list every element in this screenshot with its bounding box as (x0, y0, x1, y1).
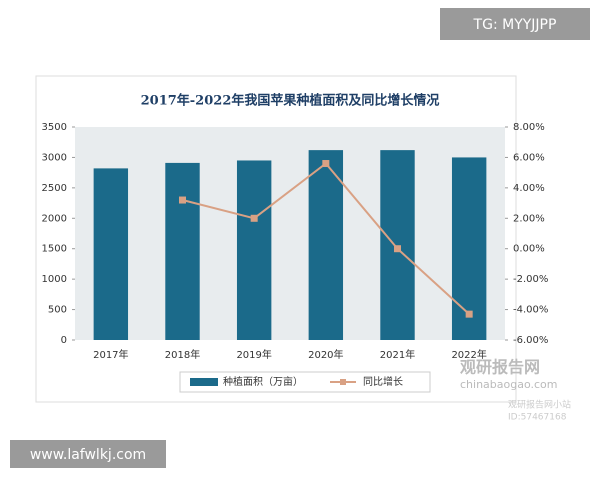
y-tick-label: 2000 (42, 213, 67, 224)
y2-tick-label: 4.00% (513, 183, 545, 194)
y-tick-label: 2500 (42, 183, 67, 194)
legend-label: 同比增长 (363, 375, 403, 388)
legend-swatch (340, 379, 346, 385)
line-point (322, 160, 330, 168)
y2-tick-label: -4.00% (513, 305, 548, 316)
y-tick-label: 1000 (42, 274, 67, 285)
bar (451, 157, 487, 340)
watermark: 观研报告网 (460, 358, 540, 377)
bar (236, 160, 272, 340)
line-point (179, 196, 186, 204)
x-tick-label: 2021年 (380, 348, 415, 361)
chart-title: 2017年-2022年我国苹果种植面积及同比增长情况 (141, 93, 440, 109)
bar (165, 162, 200, 340)
x-tick-label: 2018年 (165, 348, 200, 361)
y-tick-label: 3000 (42, 152, 67, 163)
y2-tick-label: -6.00% (513, 335, 548, 346)
overlay-box (10, 440, 166, 468)
legend-label: 种植面积（万亩） (223, 375, 303, 388)
watermark: chinabaogao.com (460, 378, 558, 391)
plot-area (75, 127, 505, 340)
x-tick-label: 2019年 (236, 348, 271, 361)
overlay-text: TG: MYYJJPP (473, 17, 557, 33)
bar (380, 150, 415, 340)
x-tick-label: 2020年 (308, 348, 343, 361)
legend-swatch (190, 378, 218, 386)
y-tick-label: 500 (48, 305, 67, 316)
overlay-box (440, 8, 590, 40)
y-tick-label: 3500 (42, 122, 67, 133)
watermark: ID:57467168 (508, 413, 567, 423)
y2-tick-label: 2.00% (513, 213, 545, 224)
line-point (465, 310, 473, 318)
y2-tick-label: 6.00% (513, 152, 545, 163)
y2-tick-label: -2.00% (513, 274, 548, 285)
legend-box (179, 371, 431, 393)
watermark: 观研报告网小站 (508, 399, 571, 411)
bar (308, 150, 344, 340)
y2-tick-label: 8.00% (513, 122, 545, 133)
x-tick-label: 2022年 (451, 348, 486, 361)
y-tick-label: 0 (61, 335, 67, 346)
y-tick-label: 1500 (42, 244, 67, 255)
bar (93, 168, 129, 340)
line-point (394, 245, 401, 253)
overlay-text: www.lafwlkj.com (30, 447, 146, 463)
y2-tick-label: 0.00% (513, 244, 545, 255)
line-point (250, 214, 258, 222)
x-tick-label: 2017年 (93, 348, 128, 361)
